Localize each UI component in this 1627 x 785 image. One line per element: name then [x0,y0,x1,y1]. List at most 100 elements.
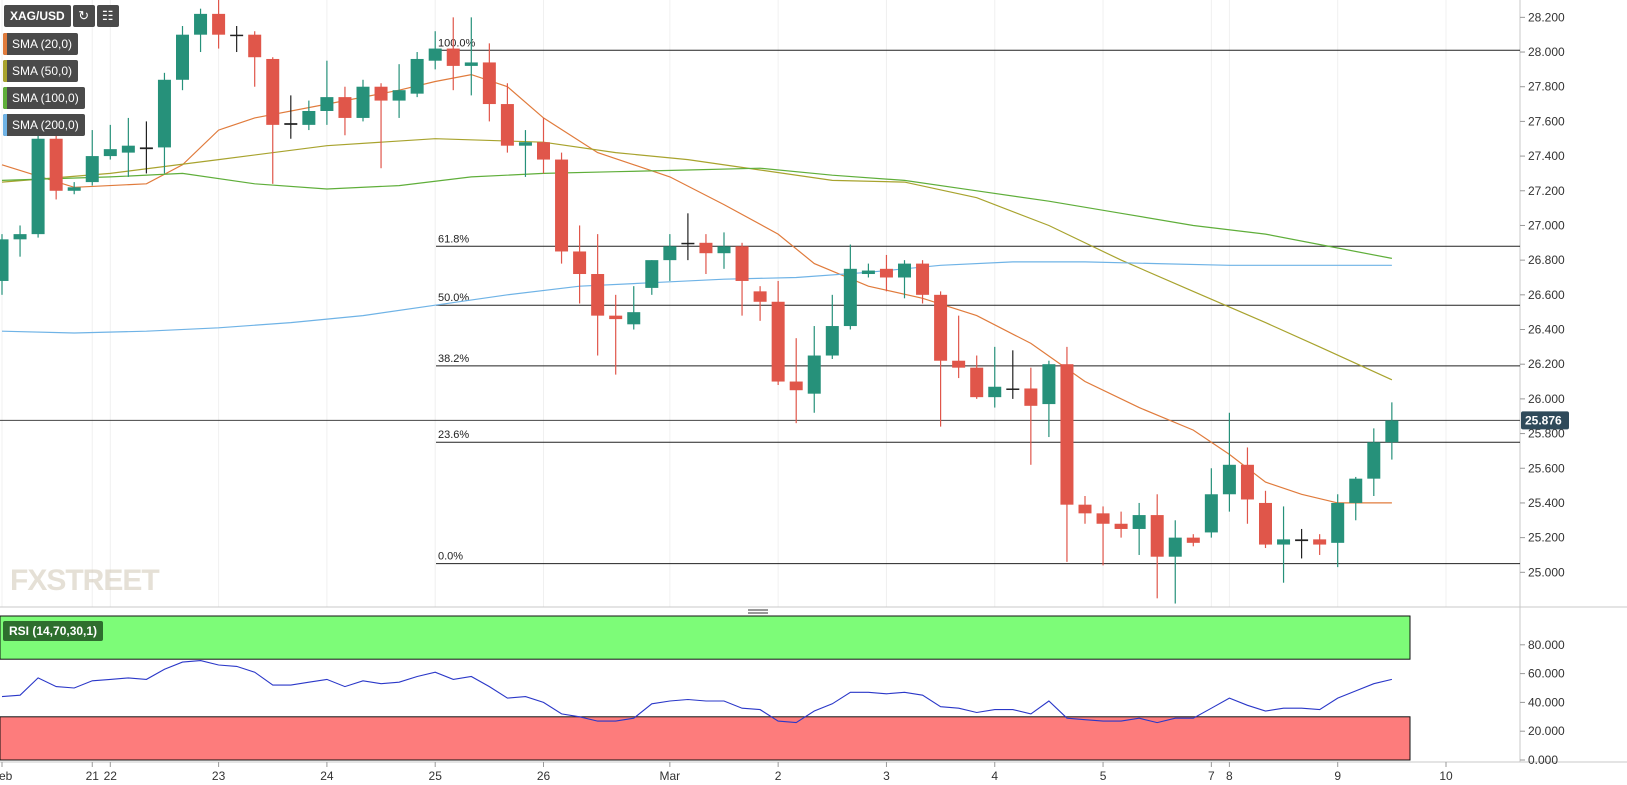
candle [1259,490,1272,549]
candle [1277,506,1291,583]
legend-sma-50[interactable]: SMA (50,0) [3,60,79,82]
candle-body [1222,464,1236,495]
legend-sma-100[interactable]: SMA (100,0) [3,87,85,109]
candle-body [1367,442,1381,479]
candle [500,83,514,153]
candle [121,117,135,177]
candle-body [518,142,532,146]
candle-body [789,381,803,391]
candle [1060,346,1074,562]
candle-body [1349,478,1363,503]
candle-body [1042,364,1056,405]
candle-body [392,90,406,101]
time-tick-label: 24 [320,769,334,783]
candle-body [663,246,677,261]
candle [85,130,99,186]
legend-sma-20[interactable]: SMA (20,0) [3,33,79,55]
sma-20-label: SMA (20,0) [12,37,73,51]
price-tick-label: 28.200 [1528,10,1565,24]
candle-body [537,142,550,160]
candle-body [500,104,514,146]
candle [1042,360,1056,438]
price-tick-label: 26.400 [1528,323,1565,337]
symbol-label[interactable]: XAG/USD [4,5,71,27]
rsi-tick-label: 60.000 [1528,667,1565,681]
candle [645,260,659,295]
candle [302,100,316,131]
candle-body [302,110,316,125]
price-tick-label: 26.200 [1528,357,1565,371]
candle [771,280,785,386]
candle-body [1024,388,1038,406]
candle-body [49,138,63,191]
candle-body [1060,364,1074,505]
candle [67,182,81,195]
candle-body [338,97,352,118]
candle [663,234,677,281]
time-tick-label: 9 [1334,769,1341,783]
candle [1078,496,1092,524]
sma-line [1,261,1392,334]
candle [753,286,767,321]
pane-divider[interactable] [748,609,768,614]
candle [1349,476,1363,521]
candle [356,79,370,122]
rsi-tick-label: 20.000 [1528,724,1565,738]
candle [266,57,280,184]
price-tick-label: 25.600 [1528,461,1565,475]
candle [176,26,189,91]
candle-body [681,242,695,245]
price-tick-label: 27.800 [1528,80,1565,94]
price-axis: 28.200 28.000 27.800 27.600 27.400 27.200 27.0… [1520,10,1569,579]
time-axis: Feb212223242526Mar234578910 [0,762,1453,783]
candle [464,17,478,96]
legend-sma-200[interactable]: SMA (200,0) [3,114,85,136]
candle-body [194,13,208,35]
candle-body [1204,494,1218,533]
candle-body [482,62,496,105]
sma-line [1,138,1393,381]
sma-lines [1,73,1393,504]
candle [934,291,948,427]
refresh-icon[interactable]: ↻ [72,5,95,27]
time-tick-label: 2 [775,769,782,783]
candle-body [735,246,749,281]
candle [916,260,930,304]
candle [898,260,911,299]
candle [699,234,713,275]
candle [49,135,63,200]
calendar-icon[interactable]: ☷ [96,5,119,27]
candle-body [717,246,731,254]
price-tick-label: 25.000 [1528,565,1565,579]
candle-body [121,145,135,153]
fibonacci-levels: 100.0%61.8%50.0%38.2%23.6%0.0% [0,37,1520,565]
time-tick-label: 21 [86,769,100,783]
candle [1096,506,1110,566]
candle-body [266,58,280,125]
indicator-legend: SMA (20,0) SMA (50,0) SMA (100,0) SMA (2… [3,33,85,141]
price-tick-label: 27.200 [1528,184,1565,198]
candle-body [212,13,226,35]
price-tick-label: 27.400 [1528,149,1565,163]
rsi-indicator-label[interactable]: RSI (14,70,30,1) [3,621,104,641]
candle [157,72,171,174]
candle [410,52,424,98]
candle [609,294,623,375]
candle-body [1006,388,1020,390]
time-tick-label: 26 [537,769,551,783]
sma-line [1,167,1393,259]
rsi-oversold-zone [0,716,1411,761]
candle-body [356,86,370,118]
candle [861,263,875,278]
rsi-tick-label: 0.000 [1528,753,1558,767]
candle [320,60,334,125]
candle-body [988,386,1002,398]
candle [1168,520,1182,604]
candlesticks [0,0,1399,604]
fxstreet-watermark: FXSTREET [10,564,159,597]
candle [284,95,298,139]
fib-level-label: 0.0% [438,551,463,563]
candle-body [843,268,857,327]
price-tick-label: 25.200 [1528,531,1565,545]
candle [555,152,569,264]
